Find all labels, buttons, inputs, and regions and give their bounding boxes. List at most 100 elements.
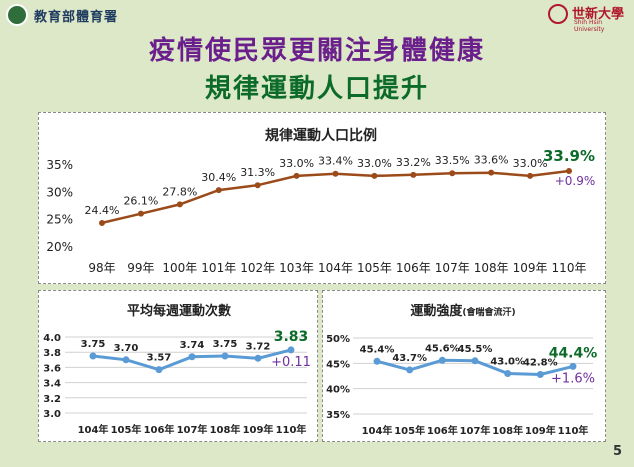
intensity-data-label: 43.0%: [490, 356, 525, 367]
ratio-data-label: 33.5%: [435, 154, 470, 167]
university-logo: 世新大學 Shih Hsin University: [548, 3, 626, 33]
ratio-data-label: 33.9%: [543, 147, 595, 165]
ratio-point: [410, 171, 417, 178]
freq-data-label: 3.75: [213, 339, 238, 350]
intensity-delta-annotation: +1.6%: [551, 371, 595, 386]
intensity-ytick: 50%: [326, 334, 350, 345]
ratio-xtick: 103年: [279, 261, 314, 275]
ratio-xtick: 107年: [435, 261, 470, 275]
intensity-ytick: 40%: [326, 385, 350, 396]
intensity-data-label: 44.4%: [549, 345, 598, 361]
ratio-ytick: 35%: [46, 158, 73, 172]
ratio-point: [449, 170, 456, 177]
freq-ytick: 3.4: [43, 379, 61, 390]
intensity-xtick: 108年: [492, 424, 523, 437]
intensity-title-main: 運動強度: [410, 303, 463, 319]
ratio-data-label: 33.2%: [396, 156, 431, 169]
ratio-data-label: 26.1%: [123, 195, 158, 208]
intensity-xtick: 106年: [427, 424, 458, 437]
slide-title-line1: 疫情使民眾更關注身體健康: [148, 36, 485, 66]
freq-title: 平均每週運動次數: [127, 303, 231, 319]
ratio-point: [566, 168, 572, 175]
ratio-data-label: 33.0%: [357, 157, 392, 170]
ratio-data-label: 27.8%: [162, 185, 197, 198]
freq-data-label: 3.72: [246, 341, 271, 352]
freq-point: [188, 353, 196, 361]
university-name: 世新大學: [572, 7, 625, 22]
ratio-xtick: 98年: [88, 261, 115, 275]
freq-point: [89, 352, 97, 360]
ratio-ytick: 20%: [46, 240, 73, 254]
ratio-point: [293, 172, 300, 179]
ratio-xtick: 99年: [127, 261, 154, 275]
intensity-point: [504, 369, 512, 377]
ratio-ytick: 30%: [46, 185, 73, 199]
intensity-xtick: 110年: [558, 424, 589, 437]
freq-xtick: 104年: [78, 423, 109, 436]
ministry-name: 教育部體育署: [34, 10, 119, 25]
ratio-data-label: 33.0%: [279, 157, 314, 170]
top-bar: 教育部體育署 世新大學 Shih Hsin University: [0, 0, 634, 33]
ratio-data-label: 24.4%: [85, 204, 120, 217]
intensity-data-label: 45.4%: [360, 344, 395, 355]
freq-xtick: 108年: [210, 423, 241, 436]
intensity-title: 運動強度(會喘會流汗): [410, 303, 515, 319]
freq-point: [254, 354, 262, 362]
freq-point: [122, 356, 130, 364]
freq-xtick: 106年: [144, 423, 175, 436]
intensity-point: [536, 370, 544, 378]
ratio-xtick: 100年: [162, 261, 197, 275]
ratio-title: 規律運動人口比例: [265, 127, 377, 144]
freq-ytick: 3.2: [43, 394, 61, 405]
ratio-xtick: 105年: [357, 261, 392, 275]
freq-data-label: 3.74: [180, 340, 205, 351]
freq-delta-annotation: +0.11: [271, 355, 311, 370]
chart-panel-frequency: 平均每週運動次數 3.0 3.2 3.4 3.6 3.8 4.0 104年 105年 106年 10…: [38, 290, 318, 442]
ratio-ytick: 25%: [46, 213, 73, 227]
freq-ytick: 3.8: [43, 348, 61, 359]
ratio-point: [371, 172, 378, 179]
freq-ytick: 3.6: [43, 363, 61, 374]
freq-data-label: 3.75: [81, 339, 106, 350]
intensity-title-suffix: (會喘會流汗): [462, 306, 515, 318]
intensity-ytick: 35%: [326, 410, 350, 421]
ratio-title-main: 規律運動人口比例: [265, 127, 377, 144]
ratio-xtick: 108年: [474, 261, 509, 275]
ratio-point: [215, 187, 222, 194]
intensity-xtick: 104年: [362, 424, 393, 437]
freq-xtick: 109年: [243, 423, 274, 436]
ratio-xtick: 101年: [201, 261, 236, 275]
freq-xtick: 107年: [177, 423, 208, 436]
intensity-data-label: 42.8%: [523, 357, 558, 368]
intensity-data-label: 45.5%: [458, 344, 493, 355]
ratio-xtick: 109年: [513, 261, 548, 275]
intensity-xtick: 105年: [394, 424, 425, 437]
intensity-xtick: 109年: [525, 424, 556, 437]
chart-intensity: 運動強度(會喘會流汗)35%40%45%50%104年 105年 106年 107年 1…: [326, 303, 598, 437]
intensity-point: [438, 356, 446, 364]
ratio-data-label: 33.4%: [318, 155, 353, 168]
ratio-data-label: 33.0%: [513, 157, 548, 170]
ratio-point: [488, 169, 495, 176]
university-seal-icon: [548, 4, 568, 24]
freq-xtick: 105年: [111, 423, 142, 436]
freq-ytick: 4.0: [43, 333, 61, 344]
intensity-xtick: 107年: [460, 424, 491, 437]
ratio-point: [99, 219, 105, 226]
intensity-data-label: 45.6%: [425, 343, 460, 354]
ratio-xtick: 110年: [552, 261, 587, 275]
ratio-data-label: 33.6%: [474, 154, 509, 167]
ratio-xtick: 104年: [318, 261, 353, 275]
intensity-ytick: 45%: [326, 359, 350, 370]
freq-point: [155, 366, 163, 374]
intensity-point: [569, 362, 577, 370]
ratio-point: [332, 170, 339, 177]
freq-xtick: 110年: [276, 423, 307, 436]
freq-title-main: 平均每週運動次數: [127, 303, 231, 319]
ratio-point: [137, 210, 144, 217]
slide-title-line2: 規律運動人口提升: [204, 74, 429, 104]
ratio-data-label: 30.4%: [201, 171, 236, 184]
university-sub: Shih Hsin University: [574, 19, 605, 33]
freq-point: [221, 352, 229, 360]
